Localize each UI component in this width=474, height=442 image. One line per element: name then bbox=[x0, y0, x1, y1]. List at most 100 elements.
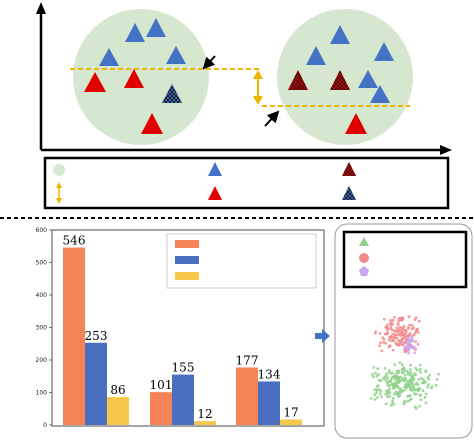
scatter-point bbox=[401, 363, 404, 367]
scatter-point bbox=[393, 363, 397, 366]
scatter-point bbox=[375, 391, 378, 394]
scatter-point bbox=[426, 385, 430, 389]
chart-legend-swatch bbox=[175, 240, 199, 248]
scatter-point bbox=[385, 389, 389, 393]
bar bbox=[172, 374, 194, 425]
red-triangle bbox=[141, 113, 163, 134]
y-ticks-layer: 0 100 200 300 400 500 600 bbox=[36, 227, 52, 429]
scatter-point bbox=[398, 318, 402, 322]
scatter-point bbox=[416, 368, 419, 372]
scatter-point bbox=[408, 383, 412, 386]
scatter-point bbox=[387, 338, 391, 342]
scatter-point bbox=[405, 386, 409, 390]
scatter-point bbox=[388, 395, 392, 398]
blue-triangle bbox=[370, 85, 390, 103]
scatter-point bbox=[405, 339, 409, 343]
scatter-point bbox=[407, 315, 411, 319]
scatter-point bbox=[416, 383, 420, 386]
scatter-point bbox=[384, 378, 388, 382]
legend-double-arrow-icon bbox=[56, 182, 62, 204]
y-tick-label: 300 bbox=[36, 325, 48, 332]
scatter-point bbox=[418, 367, 422, 371]
scatter-point bbox=[403, 388, 407, 392]
scatter-point bbox=[379, 389, 383, 393]
blue-triangle bbox=[358, 70, 378, 88]
pink-circle-icon bbox=[359, 253, 369, 263]
scatter-points-layer bbox=[369, 315, 440, 410]
scatter-point bbox=[369, 397, 373, 400]
scatter-point bbox=[394, 390, 398, 394]
scatter-point bbox=[396, 343, 400, 347]
scatter-point bbox=[380, 395, 383, 399]
bar-value-label: 546 bbox=[63, 234, 86, 248]
red-triangle bbox=[345, 113, 367, 134]
scatter-point bbox=[373, 393, 377, 397]
scatter-point bbox=[383, 375, 387, 379]
scatter-point bbox=[406, 337, 410, 341]
scatter-point bbox=[373, 398, 377, 401]
chart-frame bbox=[51, 229, 325, 427]
scatter-point bbox=[404, 331, 408, 335]
scatter-point bbox=[419, 398, 423, 402]
scatter-point bbox=[410, 385, 414, 389]
bar bbox=[258, 381, 280, 425]
scatter-point bbox=[394, 333, 398, 337]
purple-pentagon-icon bbox=[359, 266, 369, 276]
scatter-point bbox=[389, 371, 393, 375]
scatter-point bbox=[372, 366, 376, 369]
scatter-point bbox=[407, 351, 410, 355]
blue-triangle bbox=[166, 46, 186, 64]
scatter-point bbox=[409, 363, 412, 367]
scatter-point bbox=[398, 394, 402, 398]
scatter-point bbox=[428, 373, 432, 377]
bar bbox=[150, 392, 172, 425]
flow-arrow-icon bbox=[315, 329, 330, 343]
scatter-point bbox=[400, 340, 404, 344]
scatter-point bbox=[408, 368, 412, 371]
scatter-point bbox=[387, 371, 391, 375]
scatter-point bbox=[378, 392, 382, 395]
scatter-point bbox=[411, 389, 415, 392]
scatter-point bbox=[371, 375, 375, 379]
scatter-point bbox=[376, 367, 380, 370]
scatter-point bbox=[419, 370, 422, 374]
scatter-point bbox=[389, 336, 393, 340]
scatter-point bbox=[392, 402, 396, 406]
scatter-point bbox=[393, 385, 397, 389]
legend-blue-triangle-icon bbox=[208, 162, 222, 176]
red-hatched-triangle bbox=[288, 70, 308, 90]
scatter-point bbox=[391, 318, 395, 322]
scatter-panel bbox=[334, 223, 473, 439]
gap-double-arrow bbox=[253, 70, 263, 105]
green-triangle-icon bbox=[359, 237, 369, 246]
scatter-point bbox=[387, 327, 390, 331]
scatter-point bbox=[371, 373, 374, 376]
red-triangle bbox=[124, 69, 144, 88]
legend-red-hatched-triangle-icon bbox=[342, 162, 356, 176]
scatter-point bbox=[399, 387, 403, 391]
bar bbox=[194, 421, 216, 425]
cluster-circle-right bbox=[277, 9, 413, 145]
legend-circle-icon bbox=[53, 164, 65, 176]
scatter-point bbox=[406, 400, 409, 403]
scatter-point bbox=[395, 380, 399, 384]
scatter-point bbox=[384, 402, 388, 406]
scatter-point bbox=[409, 397, 413, 401]
chart-legend-swatch bbox=[175, 272, 199, 280]
bar-value-label: 17 bbox=[283, 405, 298, 419]
y-tick-label: 400 bbox=[36, 292, 48, 299]
y-tick-label: 0 bbox=[43, 422, 47, 429]
scatter-point bbox=[398, 361, 402, 364]
scatter-point bbox=[391, 399, 394, 403]
scatter-point bbox=[414, 348, 417, 351]
scatter-point bbox=[392, 338, 396, 342]
bar-value-label: 12 bbox=[197, 407, 212, 421]
diagram-legend-box bbox=[43, 156, 450, 210]
scatter-point bbox=[423, 395, 427, 399]
scatter-point bbox=[406, 372, 410, 376]
bar bbox=[236, 367, 258, 425]
scatter-point bbox=[388, 379, 392, 383]
scatter-point bbox=[397, 391, 400, 394]
bar-chart: 546 101 177 253 155 134 86 12 17 0 100 200 300 400 50… bbox=[36, 227, 325, 429]
